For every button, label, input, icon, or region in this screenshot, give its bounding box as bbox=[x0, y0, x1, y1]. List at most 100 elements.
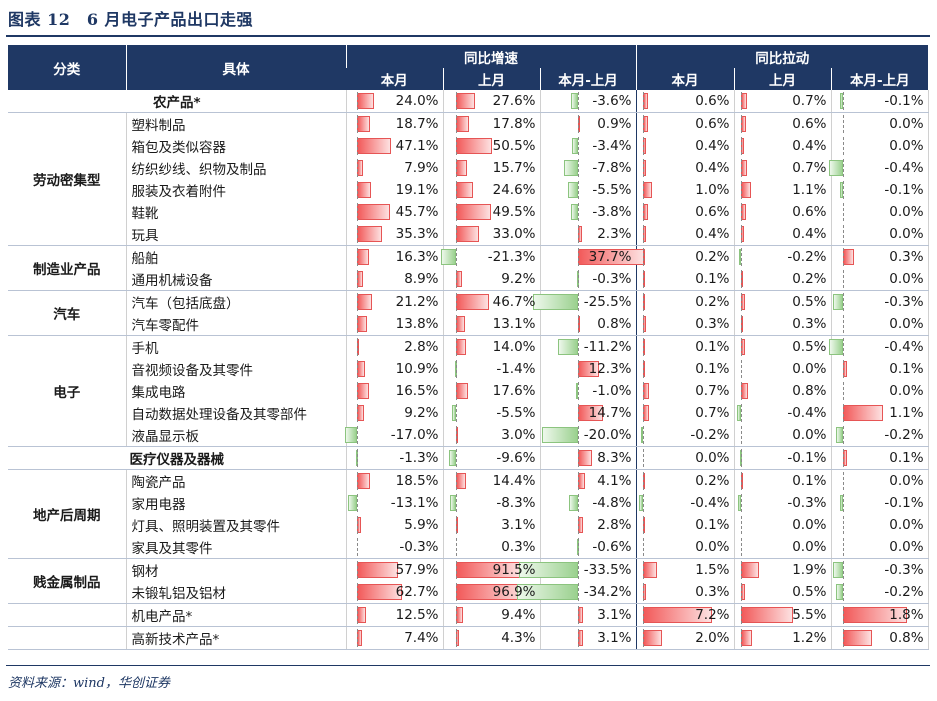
item-label: 汽车零配件 bbox=[126, 313, 347, 336]
zero-line bbox=[740, 293, 742, 311]
zero-line bbox=[740, 606, 742, 624]
positive-data-bar bbox=[455, 160, 467, 176]
positive-data-bar bbox=[455, 339, 466, 355]
value-cell: 0.1% bbox=[831, 446, 929, 470]
value-cell: -0.6% bbox=[540, 536, 637, 559]
value-cell: 0.5% bbox=[734, 335, 832, 358]
header-item: 具体 bbox=[125, 45, 346, 90]
zero-line bbox=[455, 137, 457, 155]
item-label: 钢材 bbox=[126, 558, 347, 581]
negative-data-bar bbox=[440, 249, 456, 265]
value-cell: 8.3% bbox=[540, 446, 637, 470]
value-cell: 8.9% bbox=[346, 268, 444, 291]
value-text: -0.2% bbox=[884, 427, 924, 443]
positive-data-bar bbox=[357, 116, 371, 132]
value-text: 0.8% bbox=[792, 383, 827, 399]
zero-line bbox=[455, 293, 457, 311]
value-cell: 0.6% bbox=[636, 90, 735, 113]
category-label: 贱金属制品 bbox=[8, 558, 127, 604]
value-cell: 1.2% bbox=[734, 626, 832, 650]
value-text: 13.1% bbox=[492, 316, 536, 332]
positive-data-bar bbox=[642, 562, 658, 578]
value-text: -1.3% bbox=[399, 450, 439, 466]
value-text: 0.3% bbox=[889, 249, 924, 265]
value-cell: -0.3% bbox=[831, 290, 929, 313]
value-text: 7.2% bbox=[695, 607, 730, 623]
value-text: -0.3% bbox=[592, 271, 632, 287]
value-cell: -0.3% bbox=[831, 558, 929, 581]
header-category: 分类 bbox=[8, 45, 126, 90]
zero-line bbox=[455, 449, 457, 467]
negative-data-bar bbox=[571, 138, 578, 154]
item-label: 船舶 bbox=[126, 245, 347, 268]
value-text: 1.2% bbox=[792, 630, 827, 646]
row-label: 农产品* bbox=[8, 90, 347, 113]
table-row: 自动数据处理设备及其零部件 9.2% -5.5% 14.7% 0.7% -0.4% 1.1% bbox=[8, 402, 929, 424]
value-text: 0.0% bbox=[889, 116, 924, 132]
zero-line bbox=[577, 115, 579, 133]
value-cell: 45.7% bbox=[346, 201, 444, 223]
value-cell: 0.1% bbox=[636, 268, 735, 291]
value-cell: 0.6% bbox=[636, 201, 735, 223]
value-text: -33.5% bbox=[583, 562, 632, 578]
value-text: 0.4% bbox=[695, 226, 730, 242]
value-text: 0.4% bbox=[695, 160, 730, 176]
value-text: 2.8% bbox=[404, 339, 439, 355]
value-text: 0.7% bbox=[695, 405, 730, 421]
value-cell: -5.5% bbox=[540, 179, 637, 201]
value-cell: 0.2% bbox=[734, 268, 832, 291]
negative-data-bar bbox=[345, 427, 358, 443]
value-cell: -4.8% bbox=[540, 492, 637, 514]
value-text: 0.5% bbox=[792, 584, 827, 600]
value-text: 3.1% bbox=[501, 517, 536, 533]
value-text: 0.1% bbox=[695, 517, 730, 533]
zero-line bbox=[455, 203, 457, 221]
value-cell: 0.0% bbox=[831, 112, 929, 135]
positive-data-bar bbox=[577, 473, 585, 489]
positive-data-bar bbox=[357, 473, 371, 489]
zero-line bbox=[577, 404, 579, 422]
value-cell: 16.5% bbox=[346, 380, 444, 402]
value-text: 16.3% bbox=[395, 249, 439, 265]
value-text: -13.1% bbox=[390, 495, 439, 511]
value-text: 0.0% bbox=[889, 226, 924, 242]
positive-data-bar bbox=[357, 204, 390, 220]
value-text: 0.2% bbox=[695, 249, 730, 265]
value-text: 0.8% bbox=[597, 316, 632, 332]
value-cell: -5.5% bbox=[443, 402, 541, 424]
category-label: 制造业产品 bbox=[8, 245, 127, 291]
zero-line bbox=[740, 181, 742, 199]
value-cell: 0.0% bbox=[831, 536, 929, 559]
positive-data-bar bbox=[357, 138, 391, 154]
value-cell: 4.3% bbox=[443, 626, 541, 650]
value-text: 0.0% bbox=[792, 517, 827, 533]
zero-line bbox=[642, 225, 644, 243]
zero-line bbox=[740, 248, 742, 266]
zero-line bbox=[577, 270, 579, 288]
value-text: 0.0% bbox=[889, 383, 924, 399]
negative-data-bar bbox=[449, 450, 456, 466]
value-text: -1.0% bbox=[592, 383, 632, 399]
zero-line bbox=[455, 583, 457, 601]
value-text: -3.8% bbox=[592, 204, 632, 220]
negative-data-bar bbox=[571, 93, 578, 109]
zero-line bbox=[455, 404, 457, 422]
category-label bbox=[8, 626, 127, 650]
value-text: 0.1% bbox=[889, 450, 924, 466]
zero-line bbox=[642, 606, 644, 624]
zero-line bbox=[843, 449, 845, 467]
value-cell: 0.0% bbox=[831, 469, 929, 492]
value-cell: -34.2% bbox=[517, 581, 637, 604]
table-row: 制造业产品 船舶 16.3% -21.3% 37.7% 0.2% -0.2% 0.3% bbox=[8, 245, 929, 291]
item-label: 手机 bbox=[126, 335, 347, 358]
zero-line bbox=[740, 315, 742, 333]
zero-line bbox=[843, 115, 845, 133]
value-cell: 13.1% bbox=[443, 313, 541, 336]
value-cell: 0.2% bbox=[636, 290, 735, 313]
item-label: 灯具、照明装置及其零件 bbox=[126, 514, 347, 536]
value-cell: -11.2% bbox=[540, 335, 637, 358]
value-cell: 46.7% bbox=[443, 290, 541, 313]
zero-line bbox=[577, 426, 579, 444]
value-text: 0.6% bbox=[695, 116, 730, 132]
table-row: 玩具 35.3% 33.0% 2.3% 0.4% 0.4% 0.0% bbox=[8, 223, 929, 246]
